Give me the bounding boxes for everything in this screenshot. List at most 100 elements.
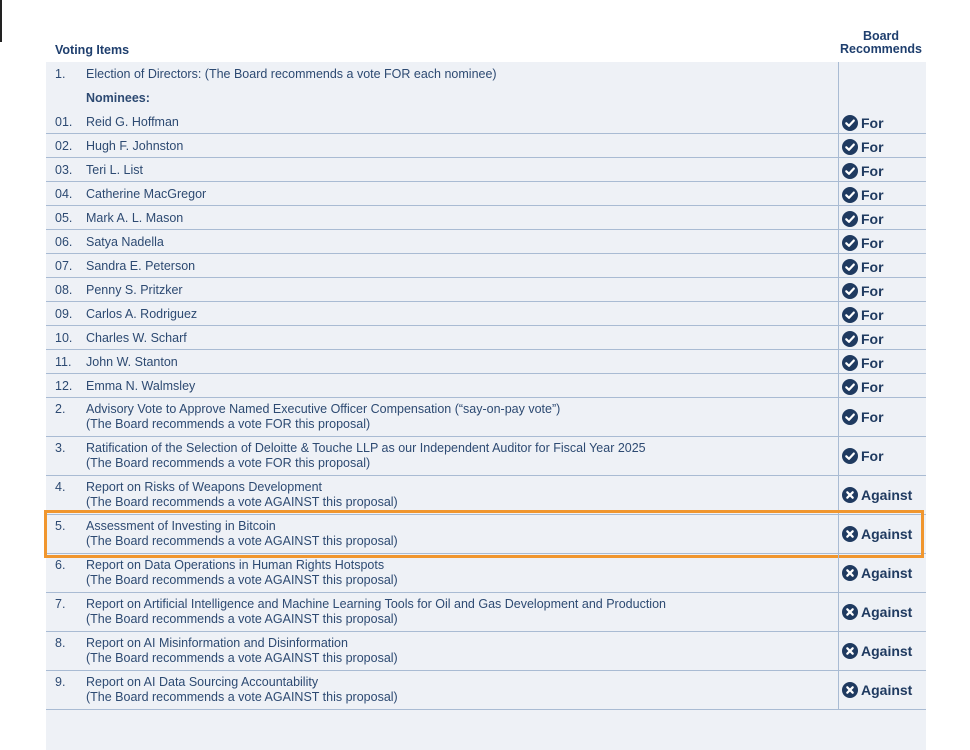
column-divider	[838, 86, 839, 110]
table-row: 8. Report on AI Misinformation and Disinf…	[46, 632, 926, 671]
recommendation-label: For	[861, 283, 884, 299]
recommendation: Against	[838, 593, 926, 631]
item-number: 12.	[55, 379, 73, 393]
check-icon	[842, 187, 858, 203]
item-note: (The Board recommends a vote AGAINST thi…	[86, 495, 398, 509]
item-text: Report on Artificial Intelligence and Ma…	[86, 597, 866, 627]
item-note: (The Board recommends a vote AGAINST thi…	[86, 651, 398, 665]
item-title: Mark A. L. Mason	[86, 211, 184, 225]
item-text: Report on AI Misinformation and Disinfor…	[86, 636, 866, 666]
item-title: Charles W. Scharf	[86, 331, 187, 345]
table-row: 04. Catherine MacGregor For	[46, 182, 926, 206]
recommendation: For	[838, 278, 926, 301]
item-title: Election of Directors: (The Board recomm…	[86, 67, 497, 81]
item-number: 8.	[55, 636, 66, 650]
table-row: Nominees:	[46, 86, 926, 110]
table-row: 1. Election of Directors: (The Board reco…	[46, 62, 926, 86]
table-row: 03. Teri L. List For	[46, 158, 926, 182]
recommendation-label: Against	[861, 682, 913, 698]
table-row: 3. Ratification of the Selection of Deloi…	[46, 437, 926, 476]
item-number: 5.	[55, 519, 66, 533]
recommendation-label: For	[861, 355, 884, 371]
check-icon	[842, 448, 858, 464]
item-text: Sandra E. Peterson	[86, 259, 866, 274]
item-text: Catherine MacGregor	[86, 187, 866, 202]
item-title: Teri L. List	[86, 163, 143, 177]
item-number: 2.	[55, 402, 66, 416]
table-row: 12. Emma N. Walmsley For	[46, 374, 926, 398]
recommendation: For	[838, 158, 926, 181]
item-number: 10.	[55, 331, 73, 345]
recommendation: For	[838, 374, 926, 397]
item-number: 6.	[55, 558, 66, 572]
header-items: Voting Items	[55, 43, 130, 57]
item-text: Satya Nadella	[86, 235, 866, 250]
item-number: 11.	[55, 355, 72, 369]
table-row: 9. Report on AI Data Sourcing Accountabil…	[46, 671, 926, 710]
item-text: Report on Data Operations in Human Right…	[86, 558, 866, 588]
item-text: Mark A. L. Mason	[86, 211, 866, 226]
item-number: 08.	[55, 283, 73, 297]
item-text: Report on Risks of Weapons Development (T…	[86, 480, 866, 510]
cross-icon	[842, 565, 858, 581]
item-text: Report on AI Data Sourcing Accountabilit…	[86, 675, 866, 705]
recommendation: For	[838, 398, 926, 436]
item-text: Advisory Vote to Approve Named Executive…	[86, 402, 866, 432]
cross-icon	[842, 604, 858, 620]
table-row: 07. Sandra E. Peterson For	[46, 254, 926, 278]
recommendation: Against	[838, 515, 926, 553]
item-title: Report on Data Operations in Human Right…	[86, 558, 385, 572]
recommendation: Against	[838, 554, 926, 592]
item-number: 07.	[55, 259, 73, 273]
cross-icon	[842, 526, 858, 542]
item-text: Penny S. Pritzker	[86, 283, 866, 298]
table-row: 2. Advisory Vote to Approve Named Executi…	[46, 398, 926, 437]
item-text: Assessment of Investing in Bitcoin (The B…	[86, 519, 866, 549]
item-title: Report on AI Data Sourcing Accountabilit…	[86, 675, 319, 689]
item-note: (The Board recommends a vote AGAINST thi…	[86, 690, 398, 704]
recommendation: For	[838, 326, 926, 349]
item-title: Catherine MacGregor	[86, 187, 207, 201]
item-title: Advisory Vote to Approve Named Executive…	[86, 402, 561, 416]
table-row: 01. Reid G. Hoffman For	[46, 110, 926, 134]
table-row: 09. Carlos A. Rodriguez For	[46, 302, 926, 326]
recommendation-label: Against	[861, 526, 913, 542]
cross-icon	[842, 643, 858, 659]
item-title: Sandra E. Peterson	[86, 259, 196, 273]
cross-icon	[842, 682, 858, 698]
recommendation: For	[838, 182, 926, 205]
item-text: Teri L. List	[86, 163, 866, 178]
table-row: 5. Assessment of Investing in Bitcoin (The…	[44, 510, 926, 558]
recommendation: For	[838, 230, 926, 253]
recommendation-label: For	[861, 448, 884, 464]
recommendation-label: Against	[861, 487, 913, 503]
recommendation-label: For	[861, 409, 884, 425]
item-number: 3.	[55, 441, 66, 455]
item-title: Report on Risks of Weapons Development	[86, 480, 322, 494]
item-title: Ratification of the Selection of Deloitt…	[86, 441, 646, 455]
item-number: 09.	[55, 307, 73, 321]
item-title: Reid G. Hoffman	[86, 115, 179, 129]
check-icon	[842, 379, 858, 395]
item-number: 02.	[55, 139, 73, 153]
table-row: 05. Mark A. L. Mason For	[46, 206, 926, 230]
recommendation: For	[838, 437, 926, 475]
item-text: Reid G. Hoffman	[86, 115, 866, 130]
item-number: 7.	[55, 597, 66, 611]
item-note: (The Board recommends a vote AGAINST thi…	[86, 534, 398, 548]
check-icon	[842, 307, 858, 323]
table-row: 11. John W. Stanton For	[46, 350, 926, 374]
table-row: 6. Report on Data Operations in Human Rig…	[46, 554, 926, 593]
item-note: (The Board recommends a vote AGAINST thi…	[86, 612, 398, 626]
column-divider	[838, 62, 839, 86]
recommendation: For	[838, 350, 926, 373]
item-title: Report on AI Misinformation and Disinfor…	[86, 636, 348, 650]
recommendation: For	[838, 254, 926, 277]
item-title: Report on Artificial Intelligence and Ma…	[86, 597, 666, 611]
table-row: 06. Satya Nadella For	[46, 230, 926, 254]
recommendation: Against	[838, 476, 926, 514]
cross-icon	[842, 487, 858, 503]
table-row: 02. Hugh F. Johnston For	[46, 134, 926, 158]
recommendation-label: Against	[861, 604, 913, 620]
